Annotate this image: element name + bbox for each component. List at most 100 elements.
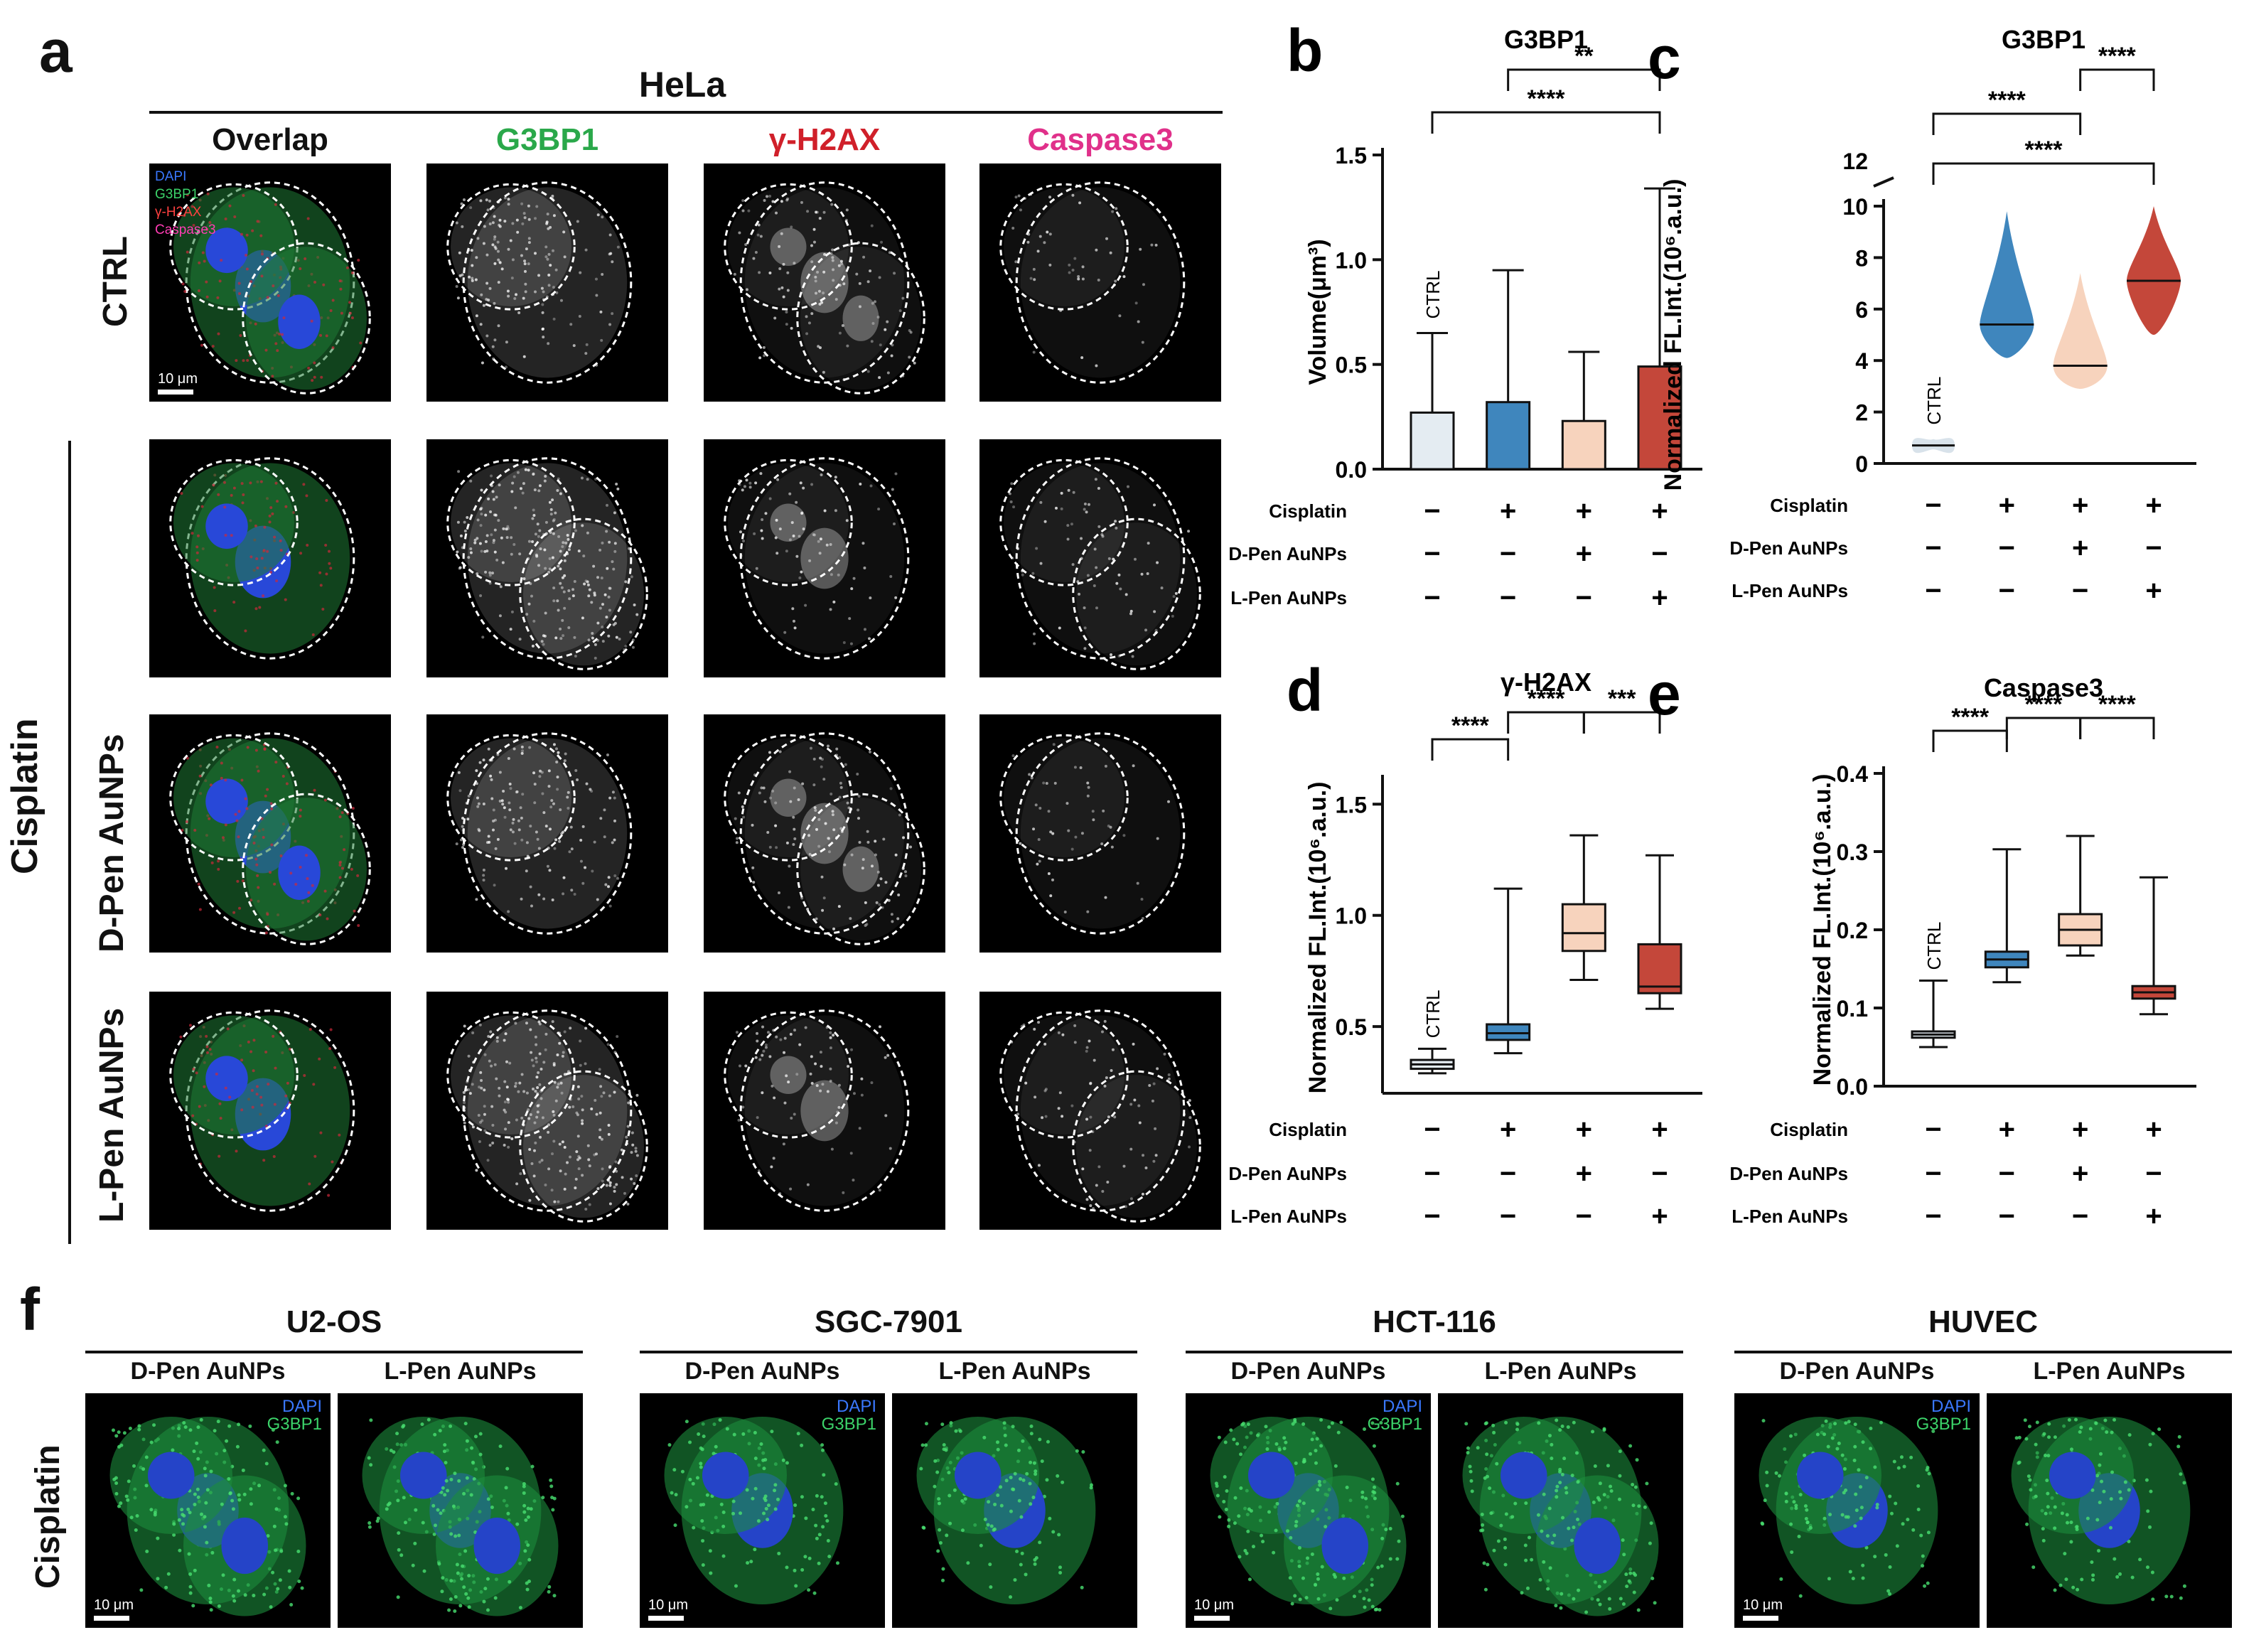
legend-item: G3BP1	[267, 1415, 322, 1434]
treatment-label: L-Pen AuNPs	[2033, 1358, 2186, 1385]
micrograph-dpen-cis-overlap	[149, 439, 391, 677]
treatment-symbol: −	[1576, 1201, 1592, 1232]
column-header-caspase3: Caspase3	[1027, 122, 1174, 157]
treatment-symbol: −	[1424, 495, 1440, 527]
micrograph-lpen-g3bp1	[426, 992, 668, 1230]
cell-line-rule	[85, 1351, 583, 1353]
treatment-symbol: +	[2072, 1114, 2088, 1145]
micrograph-dpen-g3bp1	[426, 714, 668, 953]
panel-f-row-label: Cisplatin	[29, 1444, 67, 1589]
significance-bracket	[1932, 729, 2008, 752]
treatment-label: D-Pen AuNPs	[130, 1358, 286, 1385]
y-tick-label: 0.1	[1837, 996, 1868, 1021]
treatment-symbol: −	[1999, 1201, 2015, 1232]
significance-stars: ***	[1608, 685, 1636, 712]
legend-item: DAPI	[281, 1397, 322, 1416]
panel-c-label: c	[1648, 24, 1681, 91]
treatment-symbol: −	[2145, 532, 2162, 564]
treatment-row-label: D-Pen AuNPs	[1729, 1163, 1848, 1184]
treatment-symbol: −	[1500, 1158, 1516, 1189]
treatment-symbol: +	[1500, 495, 1516, 527]
scale-bar: 10 μm	[1743, 1597, 1783, 1621]
panel-b-label: b	[1287, 17, 1323, 84]
y-tick-label: 0.2	[1837, 918, 1868, 943]
micrograph-dpen-cis-caspase3	[979, 439, 1221, 677]
micrograph-ctrl-caspase3	[979, 163, 1221, 402]
micrograph-lpen-overlap	[149, 992, 391, 1230]
column-header-overlap: Overlap	[212, 122, 328, 157]
treatment-symbol: +	[2072, 490, 2088, 521]
panel-f-legend: DAPI G3BP1	[1916, 1398, 1971, 1433]
treatment-symbol: −	[1424, 1114, 1440, 1145]
micrograph-hct-116-lpen	[1438, 1393, 1683, 1628]
treatment-symbol: −	[1500, 1201, 1516, 1232]
significance-bracket	[1932, 112, 2082, 135]
treatment-symbol: −	[1424, 1201, 1440, 1232]
cell-line-title: HeLa	[638, 65, 726, 104]
micrograph-ctrl-h2ax	[704, 163, 945, 402]
micrograph-dpen-cis-h2ax	[704, 439, 945, 677]
scale-bar: 10 μm	[648, 1597, 688, 1621]
ctrl-label: CTRL	[1923, 922, 1945, 970]
micrograph-sgc-7901-lpen	[892, 1393, 1137, 1628]
significance-stars: ****	[2098, 43, 2137, 70]
scale-bar: 10 μm	[158, 371, 198, 395]
treatment-label: D-Pen AuNPs	[1779, 1358, 1935, 1385]
violin	[2127, 206, 2181, 335]
y-tick-label: 0	[1855, 451, 1868, 477]
chart-d-ylabel: Normalized FL.Int.(10⁶.a.u.)	[1304, 782, 1331, 1094]
treatment-row-label: L-Pen AuNPs	[1732, 580, 1848, 601]
significance-stars: ****	[1951, 704, 1990, 731]
treatment-symbol: +	[1999, 490, 2015, 521]
treatment-row-label: L-Pen AuNPs	[1230, 587, 1347, 608]
bar	[1637, 365, 1682, 471]
panel-f-legend: DAPI G3BP1	[1368, 1398, 1422, 1433]
chart-d-title: γ-H2AX	[1501, 667, 1591, 697]
micrograph-huvec-dpen: DAPI G3BP1 10 μm	[1734, 1393, 1980, 1628]
treatment-row-label: L-Pen AuNPs	[1230, 1206, 1347, 1227]
treatment-symbol: −	[1925, 1158, 1941, 1189]
significance-bracket	[1431, 738, 1510, 761]
y-tick-label: 0.0	[1837, 1074, 1868, 1100]
treatment-symbol: −	[1925, 1201, 1941, 1232]
significance-stars: **	[1574, 43, 1594, 70]
treatment-symbol: +	[1651, 495, 1668, 527]
treatment-symbol: +	[1576, 538, 1592, 569]
treatment-symbol: −	[1999, 575, 2015, 606]
significance-stars: ****	[2025, 136, 2063, 163]
legend-item: Caspase3	[155, 222, 216, 237]
treatment-symbol: +	[1576, 495, 1592, 527]
treatment-symbol: +	[1651, 582, 1668, 613]
treatment-symbol: +	[2145, 1114, 2162, 1145]
micrograph-lpen-h2ax	[704, 992, 945, 1230]
treatment-label: D-Pen AuNPs	[685, 1358, 840, 1385]
y-tick-label: 1.0	[1336, 903, 1367, 929]
treatment-symbol: −	[1500, 582, 1516, 613]
box	[1486, 1023, 1531, 1041]
cell-line-title: SGC-7901	[815, 1304, 962, 1339]
cell-line-rule	[640, 1351, 1137, 1353]
column-header-h2ax: γ-H2AX	[768, 122, 881, 157]
treatment-label: L-Pen AuNPs	[1484, 1358, 1637, 1385]
micrograph-dpen-overlap	[149, 714, 391, 953]
legend-item: G3BP1	[1367, 1415, 1422, 1434]
treatment-symbol: −	[1424, 582, 1440, 613]
panel-f-label: f	[20, 1276, 40, 1343]
y-tick-label: 0.5	[1336, 1014, 1367, 1040]
y-tick-label: 8	[1855, 245, 1868, 271]
micrograph-u2-os-lpen	[338, 1393, 583, 1628]
treatment-symbol: +	[1651, 1114, 1668, 1145]
significance-bracket	[2005, 717, 2082, 739]
treatment-row-label: Cisplatin	[1770, 495, 1848, 516]
treatment-row-label: D-Pen AuNPs	[1228, 1163, 1347, 1184]
box	[1561, 903, 1606, 953]
treatment-label: L-Pen AuNPs	[938, 1358, 1091, 1385]
treatment-symbol: −	[2145, 1158, 2162, 1189]
column-header-g3bp1: G3BP1	[495, 122, 599, 157]
legend-item: DAPI	[836, 1397, 876, 1416]
chart-b-ylabel: Volume(μm³)	[1304, 239, 1331, 385]
cell-line-title: U2-OS	[286, 1304, 382, 1339]
cell-line-rule	[1186, 1351, 1683, 1353]
significance-stars: ****	[1988, 87, 2026, 114]
treatment-symbol: +	[2072, 532, 2088, 564]
